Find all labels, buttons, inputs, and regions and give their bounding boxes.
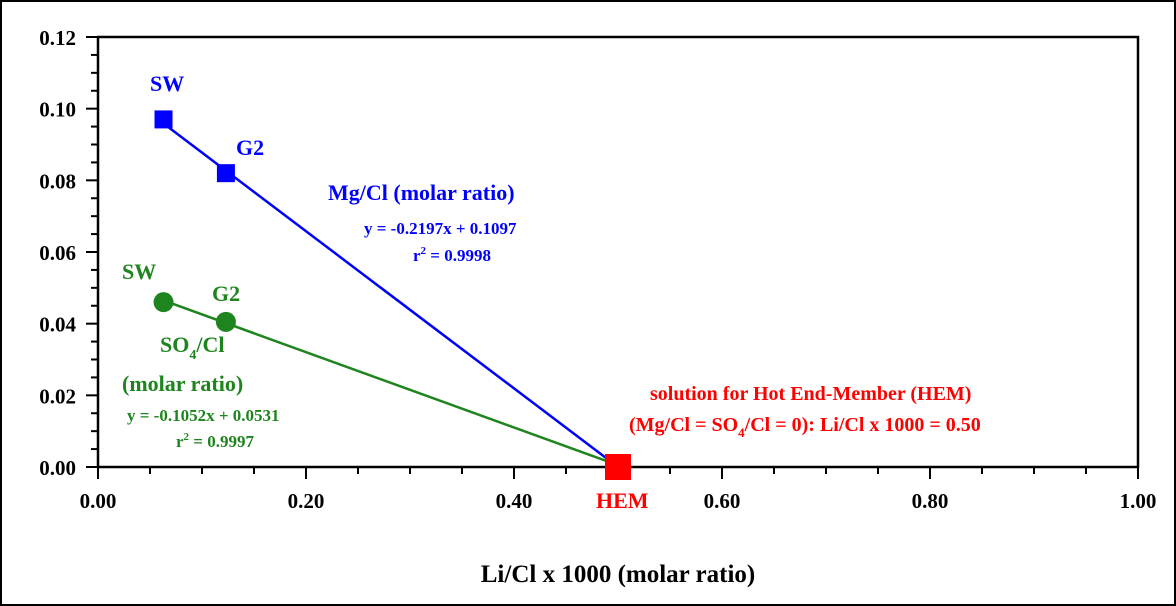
- so4-r2: r2 = 0.9997: [176, 431, 254, 451]
- mg-point-label-g2: G2: [236, 135, 264, 160]
- hem-note-line2: (Mg/Cl = SO4/Cl = 0): Li/Cl x 1000 = 0.5…: [629, 414, 981, 440]
- so4-r2-exp: 2: [184, 431, 190, 443]
- mg-r2-exp: 2: [421, 245, 427, 257]
- y-tick-label: 0.00: [39, 456, 76, 480]
- mg-equation: y = -0.2197x + 0.1097: [364, 219, 517, 238]
- y-tick-label: 0.06: [39, 241, 76, 265]
- so4-equation: y = -0.1052x + 0.0531: [127, 406, 280, 425]
- axis-tick-labels: 0.00 0.20 0.40 0.60 0.80 1.00 0.00 0.02 0.04 0.06…: [39, 26, 1156, 513]
- fit-line-series-1: [163, 299, 619, 467]
- y-tick-label: 0.10: [39, 98, 76, 122]
- mg-r2-value: = 0.9998: [426, 246, 491, 265]
- mg-series-name: Mg/Cl (molar ratio): [328, 180, 515, 205]
- so4-name-rest: /Cl: [195, 332, 224, 357]
- axis-ticks: [86, 36, 1139, 479]
- x-axis-title: Li/Cl x 1000 (molar ratio): [481, 561, 756, 588]
- mg-r2: r2 = 0.9998: [413, 245, 491, 265]
- hem-label: HEM: [596, 488, 649, 513]
- marker-so4-g2: [215, 311, 236, 332]
- marker-mg-sw: [154, 110, 173, 129]
- so4-point-label-sw: SW: [122, 259, 156, 284]
- hem-note-line1: solution for Hot End-Member (HEM): [650, 383, 971, 405]
- so4-r2-value: = 0.9997: [189, 432, 254, 451]
- x-tick-label: 0.40: [496, 489, 533, 513]
- marker-so4-sw: [153, 292, 174, 313]
- x-tick-label: 0.60: [704, 489, 741, 513]
- so4-series-name: SO4/Cl: [160, 332, 224, 363]
- so4-series-name-line2: (molar ratio): [122, 371, 243, 396]
- x-tick-label: 0.20: [288, 489, 325, 513]
- y-tick-label: 0.12: [39, 26, 76, 50]
- y-tick-label: 0.04: [39, 313, 76, 337]
- hem-note-a: (Mg/Cl = SO: [629, 414, 738, 436]
- y-tick-label: 0.08: [39, 169, 76, 193]
- hem-note-b: /Cl = 0): Li/Cl x 1000 = 0.50: [744, 414, 981, 436]
- so4-name-main: SO: [160, 332, 189, 357]
- mg-point-label-sw: SW: [150, 71, 184, 96]
- marker-hem: [605, 454, 631, 480]
- fit-lines: [162, 122, 619, 468]
- y-tick-label: 0.02: [39, 384, 76, 408]
- x-tick-label: 1.00: [1120, 489, 1157, 513]
- x-tick-label: 0.00: [80, 489, 117, 513]
- so4-r2-prefix: r: [176, 432, 184, 451]
- data-markers: [153, 110, 631, 480]
- so4-point-label-g2: G2: [212, 281, 240, 306]
- marker-mg-g2: [216, 164, 235, 183]
- fit-line-series-0: [162, 122, 619, 468]
- so4-name-sub: 4: [189, 348, 196, 363]
- x-tick-label: 0.80: [912, 489, 949, 513]
- mg-r2-prefix: r: [413, 246, 421, 265]
- hem-note-sub: 4: [738, 425, 745, 440]
- plot-area: [96, 35, 1140, 469]
